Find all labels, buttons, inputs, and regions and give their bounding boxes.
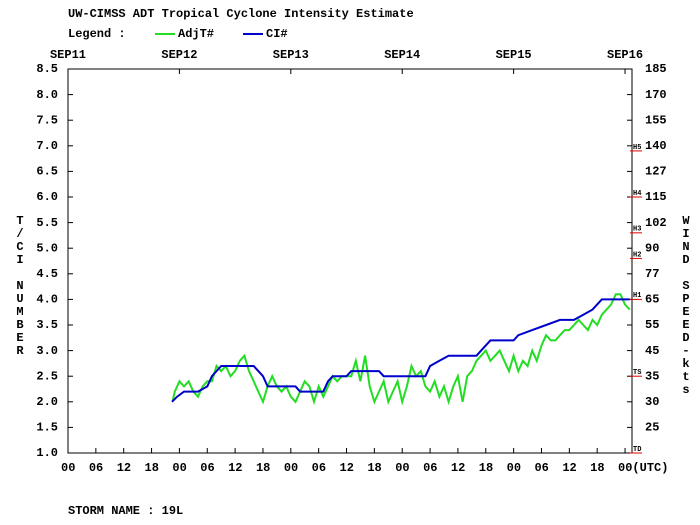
x-tick-label: 00 <box>172 461 186 475</box>
x-tick-label: 12 <box>228 461 242 475</box>
legend-label: CI# <box>266 27 288 41</box>
y-tick-label: 3.5 <box>36 318 58 332</box>
y-tick-label: 6.0 <box>36 190 58 204</box>
y-axis-label: T/CI NUMBER <box>13 214 27 357</box>
y-tick-label: 5.0 <box>36 241 58 255</box>
x-tick-label: 00 <box>507 461 521 475</box>
x-tick-label: 00 <box>284 461 298 475</box>
x-tick-label: 18 <box>145 461 159 475</box>
y2-tick-label: 170 <box>645 88 667 102</box>
plot-frame <box>67 68 633 454</box>
footer: STORM NAME : 19L <box>68 504 183 518</box>
y2-tick-label: 140 <box>645 139 667 153</box>
y2-tick-label: 25 <box>645 421 659 435</box>
x-tick-label: 18 <box>590 461 604 475</box>
y2-tick-label: 55 <box>645 318 659 332</box>
intensity-marker-label: H3 <box>633 226 641 234</box>
intensity-marker-label: H4 <box>633 190 641 198</box>
intensity-marker-label: TD <box>633 446 641 454</box>
x-tick-label: 06 <box>534 461 548 475</box>
x-tick-label: 06 <box>312 461 326 475</box>
date-tick-label: SEP16 <box>607 48 643 62</box>
y2-axis-label: WIND SPEED-kts <box>679 214 693 396</box>
y-tick-label: 4.5 <box>36 267 58 281</box>
x-tick-label: 06 <box>200 461 214 475</box>
date-tick-label: SEP14 <box>384 48 420 62</box>
y2-tick-label: 185 <box>645 62 667 76</box>
x-tick-label: 12 <box>117 461 131 475</box>
date-tick-label: SEP11 <box>50 48 86 62</box>
y-tick-label: 1.5 <box>36 421 58 435</box>
intensity-marker-label: TS <box>633 369 641 377</box>
date-tick-label: SEP15 <box>496 48 532 62</box>
x-tick-label: 00 <box>61 461 75 475</box>
x-tick-label: 06 <box>423 461 437 475</box>
y-tick-label: 7.0 <box>36 139 58 153</box>
x-tick-label: 06 <box>89 461 103 475</box>
y-tick-label: 8.0 <box>36 88 58 102</box>
date-tick-label: SEP12 <box>161 48 197 62</box>
y-tick-label: 2.0 <box>36 395 58 409</box>
y2-tick-label: 30 <box>645 395 659 409</box>
chart-title: UW-CIMSS ADT Tropical Cyclone Intensity … <box>68 7 414 21</box>
x-tick-label: 00(UTC) <box>618 461 668 475</box>
x-tick-label: 00 <box>395 461 409 475</box>
y2-tick-label: 45 <box>645 344 659 358</box>
x-tick-label: 18 <box>479 461 493 475</box>
x-tick-label: 12 <box>451 461 465 475</box>
y2-tick-label: 65 <box>645 293 659 307</box>
y2-tick-label: 77 <box>645 267 659 281</box>
y2-tick-label: 90 <box>645 241 659 255</box>
intensity-marker-label: H2 <box>633 251 641 259</box>
legend-label: Legend : <box>68 27 126 41</box>
y2-tick-label: 102 <box>645 216 667 230</box>
legend-label: AdjT# <box>178 27 214 41</box>
y-tick-label: 8.5 <box>36 62 58 76</box>
intensity-marker-label: H5 <box>633 144 641 152</box>
x-tick-label: 18 <box>256 461 270 475</box>
series-line <box>171 298 630 403</box>
x-tick-label: 12 <box>340 461 354 475</box>
y-tick-label: 5.5 <box>36 216 58 230</box>
y-tick-label: 7.5 <box>36 113 58 127</box>
y-tick-label: 4.0 <box>36 293 58 307</box>
y2-tick-label: 115 <box>645 190 667 204</box>
intensity-marker-label: H1 <box>633 292 641 300</box>
y2-tick-label: 35 <box>645 369 659 383</box>
series-line <box>171 293 631 406</box>
y-tick-label: 3.0 <box>36 344 58 358</box>
y-tick-label: 1.0 <box>36 446 58 460</box>
date-tick-label: SEP13 <box>273 48 309 62</box>
y-tick-label: 2.5 <box>36 369 58 383</box>
y-tick-label: 6.5 <box>36 165 58 179</box>
x-tick-label: 18 <box>367 461 381 475</box>
x-tick-label: 12 <box>562 461 576 475</box>
y2-tick-label: 127 <box>645 165 667 179</box>
y2-tick-label: 155 <box>645 113 667 127</box>
